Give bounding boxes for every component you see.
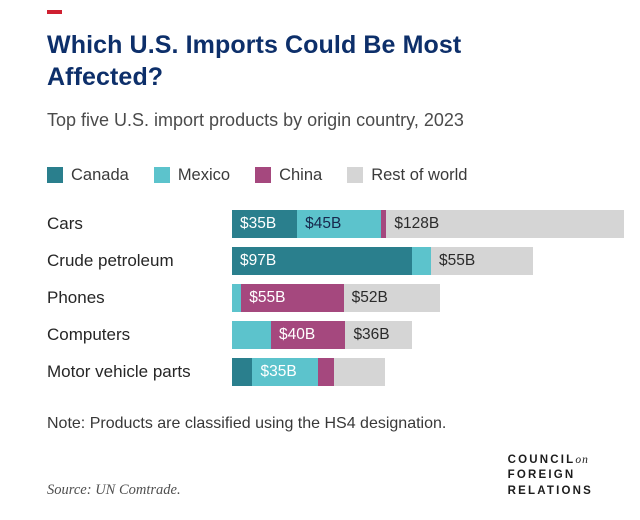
stacked-bar: $97B $55B: [232, 246, 534, 275]
category-label: Crude petroleum: [47, 250, 174, 270]
stacked-bar: $35B $45B $128B: [232, 209, 625, 238]
accent-dash: [47, 10, 62, 14]
segment-value-label: $36B: [353, 325, 390, 343]
bar-segment-mexico: [412, 246, 431, 275]
stacked-bar: $55B $52B: [232, 283, 441, 312]
segment-value-label: $128B: [394, 214, 440, 232]
page-title: Which U.S. Imports Could Be Most Affecte…: [47, 31, 462, 91]
chart-row: Phones $55B $52B: [47, 283, 625, 312]
segment-value-label: $35B: [260, 362, 297, 380]
bar-segment-rest-of-world: $55B: [431, 246, 534, 275]
source-text: UN Comtrade.: [95, 482, 181, 499]
bar-segment-mexico: $35B: [252, 357, 318, 386]
bar-segment-china: [380, 209, 387, 238]
source-line: Source: UN Comtrade.: [47, 482, 181, 499]
legend-swatch: [255, 167, 272, 184]
segment-value-label: $40B: [279, 325, 316, 343]
legend: Canada Mexico China Rest of world: [47, 166, 625, 185]
segment-value-label: $55B: [439, 251, 476, 269]
bar-segment-china: [317, 357, 335, 386]
legend-label: China: [279, 165, 323, 184]
chart-row: Crude petroleum $97B $55B: [47, 246, 625, 275]
segment-value-label: $35B: [240, 214, 277, 232]
legend-item-china: China: [255, 166, 322, 185]
page-subtitle: Top five U.S. import products by origin …: [47, 109, 464, 130]
legend-swatch: [153, 167, 170, 184]
legend-item-rest-of-world: Rest of world: [347, 165, 468, 185]
category-label: Phones: [47, 287, 105, 307]
bar-chart: Cars $35B $45B $128B Crude petroleum $97B $55B…: [47, 209, 625, 386]
chart-row: Computers $40B $36B: [47, 320, 625, 349]
bar-segment-china: $55B: [241, 283, 344, 312]
legend-label: Mexico: [177, 165, 231, 184]
legend-item-canada: Canada: [47, 166, 129, 185]
category-label: Computers: [47, 324, 131, 344]
bar-segment-canada: $97B: [232, 246, 413, 275]
bar-segment-rest-of-world: [334, 357, 385, 386]
logo-line-2: FOREIGN: [507, 469, 576, 482]
chart-footer: Source: UN Comtrade. COUNCILon FOREIGN R…: [47, 453, 625, 500]
legend-swatch: [47, 167, 63, 184]
segment-value-label: $52B: [351, 288, 388, 306]
bar-segment-canada: $35B: [232, 209, 298, 238]
logo-line-1: COUNCILon: [507, 453, 589, 466]
legend-swatch: [347, 167, 364, 184]
bar-segment-mexico: [232, 283, 242, 312]
logo-line-3: RELATIONS: [507, 484, 593, 497]
bar-segment-rest-of-world: $128B: [386, 209, 625, 238]
bar-segment-canada: [232, 357, 253, 386]
category-label: Cars: [47, 213, 83, 233]
bar-segment-rest-of-world: $52B: [343, 283, 441, 312]
category-label: Motor vehicle parts: [47, 361, 191, 381]
stacked-bar: $40B $36B: [232, 320, 413, 349]
cfr-logo: COUNCILon FOREIGN RELATIONS: [508, 453, 593, 500]
bar-segment-rest-of-world: $36B: [345, 320, 413, 349]
legend-label: Rest of world: [371, 165, 468, 184]
bar-segment-china: $40B: [271, 320, 346, 349]
segment-value-label: $45B: [305, 214, 342, 232]
chart-row: Motor vehicle parts $35B: [47, 357, 625, 386]
legend-label: Canada: [71, 165, 129, 184]
bar-segment-mexico: $45B: [297, 209, 381, 238]
chart-note: Note: Products are classified using the …: [47, 414, 447, 432]
bar-segment-mexico: [232, 320, 272, 349]
segment-value-label: $97B: [240, 251, 277, 269]
legend-item-mexico: Mexico: [153, 165, 231, 185]
source-label: Source:: [47, 482, 92, 499]
stacked-bar: $35B: [232, 357, 385, 386]
segment-value-label: $55B: [249, 288, 286, 306]
chart-row: Cars $35B $45B $128B: [47, 209, 625, 238]
